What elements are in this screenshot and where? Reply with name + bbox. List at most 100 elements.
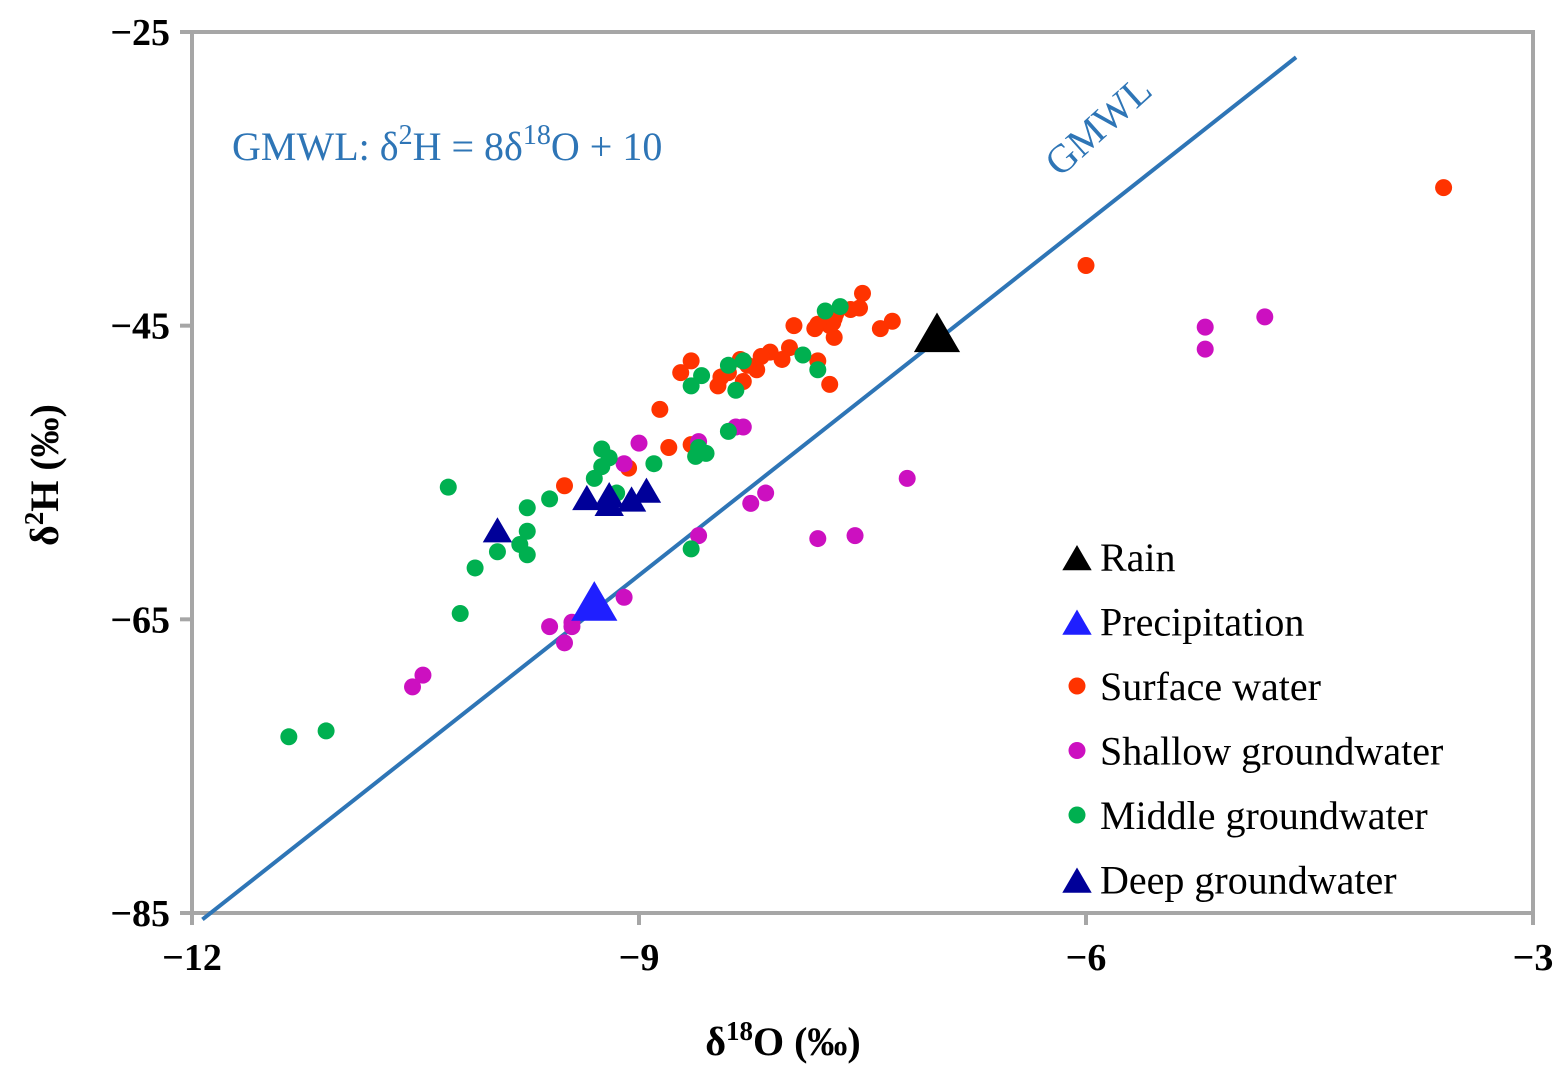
middle-point	[466, 559, 484, 577]
y-tick-label: −65	[110, 599, 170, 641]
middle-point	[693, 367, 711, 385]
shallow-point	[563, 618, 581, 636]
shallow-point	[690, 527, 708, 545]
surface-point	[825, 328, 843, 346]
gmwl-line-label: GMWL	[1036, 67, 1160, 185]
surface-point	[660, 439, 678, 457]
surface-point	[1435, 179, 1453, 197]
y-axis-ticks: −85 −65 −45 −25	[110, 12, 192, 935]
data-points	[280, 179, 1453, 746]
middle-point	[317, 722, 335, 740]
equation-rhs-sup: 18	[523, 120, 551, 151]
middle-point	[518, 522, 536, 540]
shallow-point	[809, 530, 827, 548]
x-axis-title-suffix: O (‰)	[753, 1019, 861, 1064]
middle-point	[682, 540, 700, 558]
gmwl-equation: GMWL: δ2H = 8δ18O + 10	[232, 120, 662, 169]
surface-point	[556, 477, 573, 495]
shallow-point	[541, 618, 559, 636]
x-tick-label: −12	[162, 937, 222, 979]
surface-point	[709, 377, 727, 395]
middle-point	[645, 455, 663, 473]
shallow-point	[404, 678, 422, 696]
shallow-point	[1196, 318, 1214, 336]
legend-label-precipitation: Precipitation	[1100, 600, 1304, 645]
shallow-point	[757, 484, 775, 502]
x-tick-label: −6	[1066, 937, 1107, 979]
legend-label-shallow: Shallow groundwater	[1100, 729, 1443, 774]
middle-point	[488, 543, 506, 561]
y-axis-title-prefix: δ	[22, 525, 67, 546]
middle-point	[541, 490, 559, 508]
legend-label-middle: Middle groundwater	[1100, 793, 1428, 838]
legend-marker-deep	[1062, 867, 1092, 893]
plot-frame	[190, 30, 1535, 915]
shallow-point	[1256, 308, 1274, 326]
middle-point	[809, 361, 827, 379]
middle-point	[280, 728, 298, 746]
legend: Rain Precipitation Surface water Shallow gr…	[1062, 535, 1443, 903]
x-tick-label: −3	[1513, 937, 1554, 979]
gmwl-line	[201, 55, 1298, 922]
x-axis-title: δ18O (‰)	[705, 1016, 861, 1064]
equation-lhs-sup: 2	[399, 120, 413, 151]
shallow-point	[556, 634, 573, 652]
middle-point	[727, 381, 745, 399]
x-axis-ticks: −12 −9 −6 −3	[162, 913, 1553, 979]
middle-point	[719, 356, 737, 374]
y-axis-title-suffix: H (‰)	[22, 404, 67, 512]
shallow-point	[615, 588, 633, 606]
y-axis-title-sup: 2	[19, 512, 49, 526]
shallow-point	[630, 434, 648, 452]
surface-point	[821, 375, 839, 393]
equation-lhs: GMWL: δ	[232, 124, 399, 169]
middle-point	[816, 302, 834, 320]
surface-point	[871, 320, 889, 338]
middle-point	[585, 469, 603, 487]
x-axis-title-prefix: δ	[705, 1019, 726, 1064]
shallow-point	[1196, 340, 1214, 358]
middle-point	[719, 422, 737, 440]
y-tick-label: −25	[110, 12, 170, 54]
shallow-point	[742, 494, 760, 512]
deep-point	[631, 477, 662, 503]
middle-point	[439, 478, 457, 496]
legend-label-deep: Deep groundwater	[1100, 858, 1397, 903]
x-axis-title-sup: 18	[726, 1016, 753, 1046]
deep-point	[482, 517, 513, 543]
shallow-point	[414, 666, 432, 684]
equation-mid: H = 8δ	[413, 124, 523, 169]
surface-point	[1077, 256, 1095, 274]
y-axis-title: δ2H (‰)	[19, 404, 67, 546]
surface-point	[651, 400, 669, 418]
legend-marker-middle	[1068, 806, 1086, 824]
shallow-point	[898, 469, 916, 487]
surface-point	[785, 317, 803, 335]
deep-point	[594, 490, 624, 517]
rain-point	[913, 312, 961, 353]
middle-point	[593, 440, 611, 458]
precipitation-point	[571, 581, 618, 621]
middle-point	[734, 352, 752, 370]
legend-marker-rain	[1062, 545, 1092, 571]
middle-point	[794, 346, 812, 364]
deep-point	[572, 484, 602, 511]
legend-marker-shallow	[1068, 742, 1086, 759]
middle-point	[687, 447, 705, 465]
surface-point	[854, 284, 871, 302]
deep-point	[616, 486, 647, 512]
surface-point	[752, 348, 770, 366]
middle-point	[831, 298, 849, 316]
middle-point	[518, 499, 536, 517]
x-tick-label: −9	[619, 937, 660, 979]
surface-point	[682, 352, 700, 370]
y-tick-label: −45	[110, 306, 170, 348]
legend-marker-precipitation	[1062, 609, 1092, 635]
legend-label-surface: Surface water	[1100, 664, 1321, 709]
surface-point	[806, 320, 824, 338]
y-tick-label: −85	[110, 893, 170, 935]
surface-point	[672, 364, 690, 382]
shallow-point	[615, 455, 633, 473]
middle-point	[518, 546, 536, 564]
